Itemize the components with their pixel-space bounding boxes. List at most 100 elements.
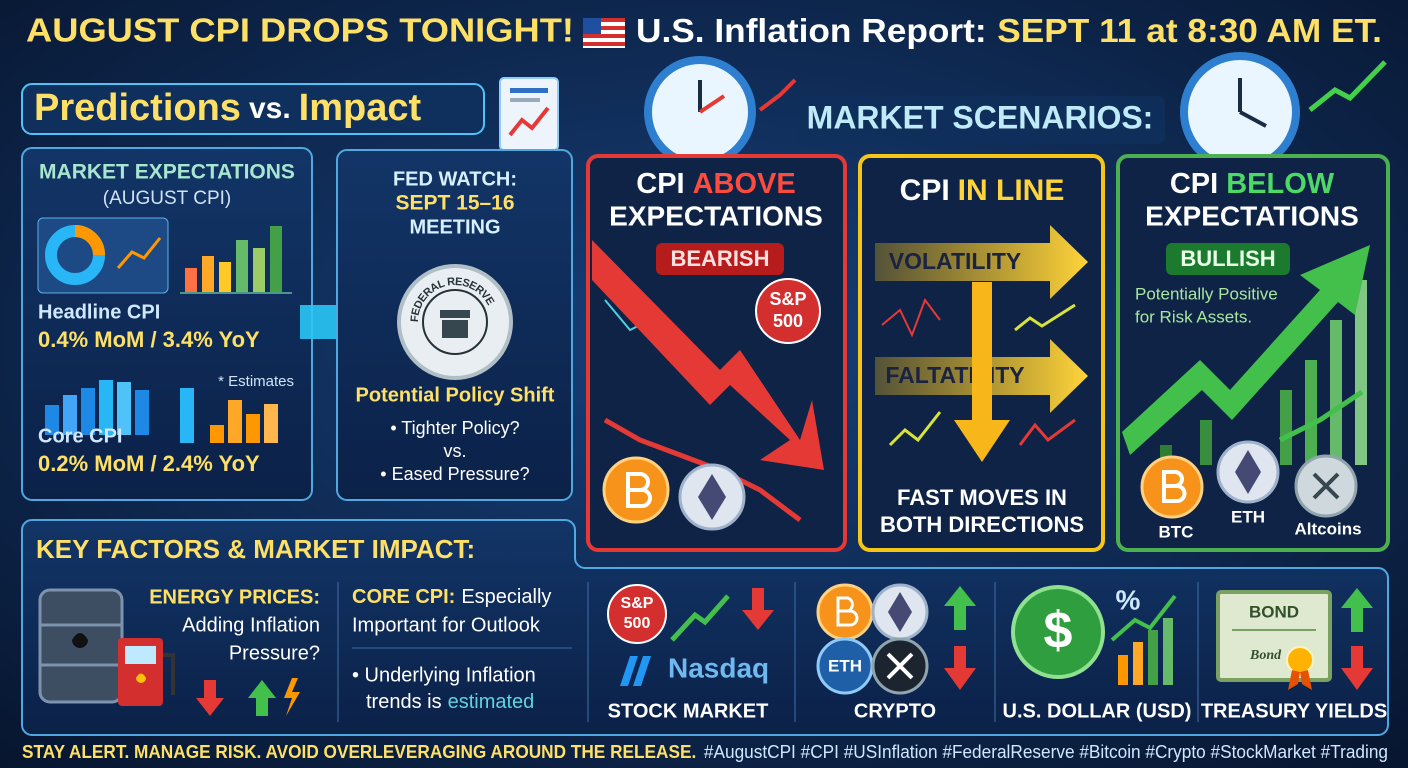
key-factors-panel-text-text: CORE CPI: bbox=[352, 586, 455, 608]
scenario-below-rect bbox=[1280, 390, 1292, 465]
fed-watch-panel-text: Potential Policy Shift bbox=[356, 384, 555, 406]
predictions-banner-rect bbox=[21, 83, 485, 135]
market-expectations-panel-rect bbox=[228, 400, 242, 443]
market-expectations-panel-text: Core CPI bbox=[38, 425, 122, 447]
scenario-in-line-polyline bbox=[888, 411, 942, 447]
scenario-above-text-text: CPI bbox=[636, 168, 684, 200]
fed-watch-panel-path bbox=[440, 310, 470, 338]
header: AUGUST CPI DROPS TONIGHT! U.S. Inflation… bbox=[26, 12, 1382, 49]
report-icon bbox=[499, 77, 559, 151]
header-text-text: SEPT 11 at 8:30 AM ET. bbox=[997, 12, 1382, 49]
scenario-below-polyline bbox=[1278, 389, 1364, 443]
scenario-below-path bbox=[1312, 472, 1340, 500]
scenario-below: CPI BELOW EXPECTATIONS BULLISH Potentiall… bbox=[1116, 154, 1390, 552]
us-dollar-card-polyline bbox=[1110, 594, 1177, 642]
scenario-below-polygon bbox=[1235, 450, 1261, 494]
key-factors-panel: KEY FACTORS & MARKET IMPACT: ENERGY PRIC… bbox=[21, 519, 1389, 736]
fed-watch-panel-text: SEPT 15–16 bbox=[395, 192, 514, 215]
market-expectations-panel-text: * Estimates bbox=[218, 373, 294, 390]
us-flag-rect bbox=[583, 42, 625, 46]
scenario-below-rect bbox=[1330, 320, 1342, 465]
market-expectations-panel-rect bbox=[45, 405, 59, 435]
stock-market-card-polygon bbox=[742, 588, 774, 630]
market-expectations-panel-text: 0.4% MoM / 3.4% YoY bbox=[38, 327, 260, 352]
market-expectations-panel-text: MARKET EXPECTATIONS bbox=[39, 161, 295, 184]
scenario-above: CPI ABOVE EXPECTATIONS BEARISH S&P 500 bbox=[586, 154, 847, 552]
fed-watch-panel-text: vs. bbox=[443, 441, 466, 461]
market-expectations-panel-rect bbox=[135, 390, 149, 435]
us-flag bbox=[583, 18, 625, 48]
key-factors-panel-text: ENERGY PRICES: bbox=[149, 586, 320, 608]
clock-icons bbox=[644, 52, 1387, 172]
key-factors-panel-text-text: trends is bbox=[366, 691, 442, 713]
fed-watch-panel-text: • Eased Pressure? bbox=[380, 464, 529, 484]
treasury-card-polygon bbox=[1288, 670, 1300, 690]
scenario-in-line-text-text: CPI bbox=[900, 174, 950, 207]
fuel-pump-rect bbox=[125, 646, 156, 664]
market-expectations-panel-rect bbox=[253, 248, 265, 292]
stock-market-card-text: Nasdaq bbox=[668, 652, 769, 683]
treasury-card: BOND Bond TREASURY YIELDS bbox=[1201, 588, 1387, 722]
scenario-above-text: BEARISH bbox=[670, 246, 769, 271]
predictions-banner-text: Predictions vs. Impact bbox=[34, 87, 421, 129]
key-factors-panel-text: CORE CPI: Especially bbox=[352, 586, 551, 608]
footer-text: #AugustCPI #CPI #USInflation #FederalRes… bbox=[704, 742, 1388, 762]
us-dollar-card-text: U.S. DOLLAR (USD) bbox=[1003, 700, 1192, 722]
scenario-below-text: Altcoins bbox=[1294, 519, 1361, 538]
market-expectations-panel-polyline bbox=[116, 237, 162, 269]
us-flag-rect bbox=[583, 18, 601, 34]
market-expectations-panel: MARKET EXPECTATIONS (AUGUST CPI) Headlin… bbox=[21, 147, 313, 501]
us-dollar-card-text: $ bbox=[1044, 602, 1073, 660]
predictions-banner: Predictions vs. Impact bbox=[21, 83, 485, 135]
market-expectations-panel-rect bbox=[63, 395, 77, 435]
scenario-above-polygon bbox=[698, 474, 726, 520]
scenario-below-text: CPI BELOW bbox=[1170, 168, 1335, 200]
report-icon-rect bbox=[510, 98, 540, 102]
scenario-below-text: BULLISH bbox=[1180, 246, 1275, 271]
header-text: U.S. Inflation Report: SEPT 11 at 8:30 AM… bbox=[636, 12, 1382, 49]
scenario-below-polygon bbox=[1122, 245, 1370, 455]
report-icon-polyline bbox=[508, 106, 550, 137]
footer: STAY ALERT. MANAGE RISK. AVOID OVERLEVER… bbox=[22, 742, 1388, 762]
market-expectations-panel-rect bbox=[264, 404, 278, 443]
key-factors-panel-text: Pressure? bbox=[229, 642, 320, 664]
fuel-pump-path bbox=[163, 653, 175, 695]
key-factors-panel-polygon bbox=[196, 680, 224, 716]
scenario-below-text-text: BELOW bbox=[1226, 168, 1335, 200]
scenario-in-line-text-text: IN LINE bbox=[958, 174, 1065, 207]
market-expectations-panel-path bbox=[74, 225, 105, 256]
crypto-card: ETH CRYPTO bbox=[816, 583, 976, 722]
market-expectations-panel-rect bbox=[185, 268, 197, 292]
treasury-card-polygon bbox=[1300, 670, 1312, 690]
scenario-above-text: 500 bbox=[773, 311, 803, 331]
scenario-below-rect bbox=[1355, 280, 1367, 465]
oil-barrel-path bbox=[72, 633, 88, 648]
predictions-banner-text-text: Predictions bbox=[34, 87, 241, 129]
scenario-in-line-polyline bbox=[1014, 303, 1076, 332]
clock-icons-line bbox=[1239, 110, 1267, 128]
market-expectations-panel-rect bbox=[219, 262, 231, 292]
stock-market-card: S&P 500 Nasdaq STOCK MARKET bbox=[607, 584, 774, 722]
scenario-above-text: S&P bbox=[769, 289, 806, 309]
us-dollar-card-rect bbox=[1133, 642, 1143, 685]
crypto-card-polygon bbox=[888, 592, 912, 632]
report-icon-rect bbox=[510, 88, 548, 93]
us-flag-rect bbox=[583, 34, 625, 38]
treasury-card-text: Bond bbox=[1249, 648, 1282, 663]
scenario-in-line-polygon bbox=[875, 225, 1088, 299]
market-expectations-panel-rect bbox=[270, 226, 282, 292]
scenario-above-path bbox=[626, 472, 652, 508]
key-factors-panel-text: trends is estimated bbox=[366, 691, 534, 713]
market-expectations-panel-text: Headline CPI bbox=[38, 301, 160, 323]
fed-watch-panel: FED WATCH: SEPT 15–16 MEETING FEDERAL RE… bbox=[336, 149, 573, 501]
clock-icons-line bbox=[698, 94, 726, 114]
scenario-below-rect bbox=[1166, 243, 1290, 275]
key-factors-panel-text: • Underlying Inflation bbox=[352, 664, 536, 686]
scenario-below-rect bbox=[1305, 360, 1317, 465]
fed-watch-panel-text: MEETING bbox=[409, 216, 500, 238]
key-factors-panel-text-text: estimated bbox=[448, 691, 535, 713]
scenario-above-polygon bbox=[592, 240, 824, 470]
scenario-above-rect bbox=[656, 243, 784, 275]
